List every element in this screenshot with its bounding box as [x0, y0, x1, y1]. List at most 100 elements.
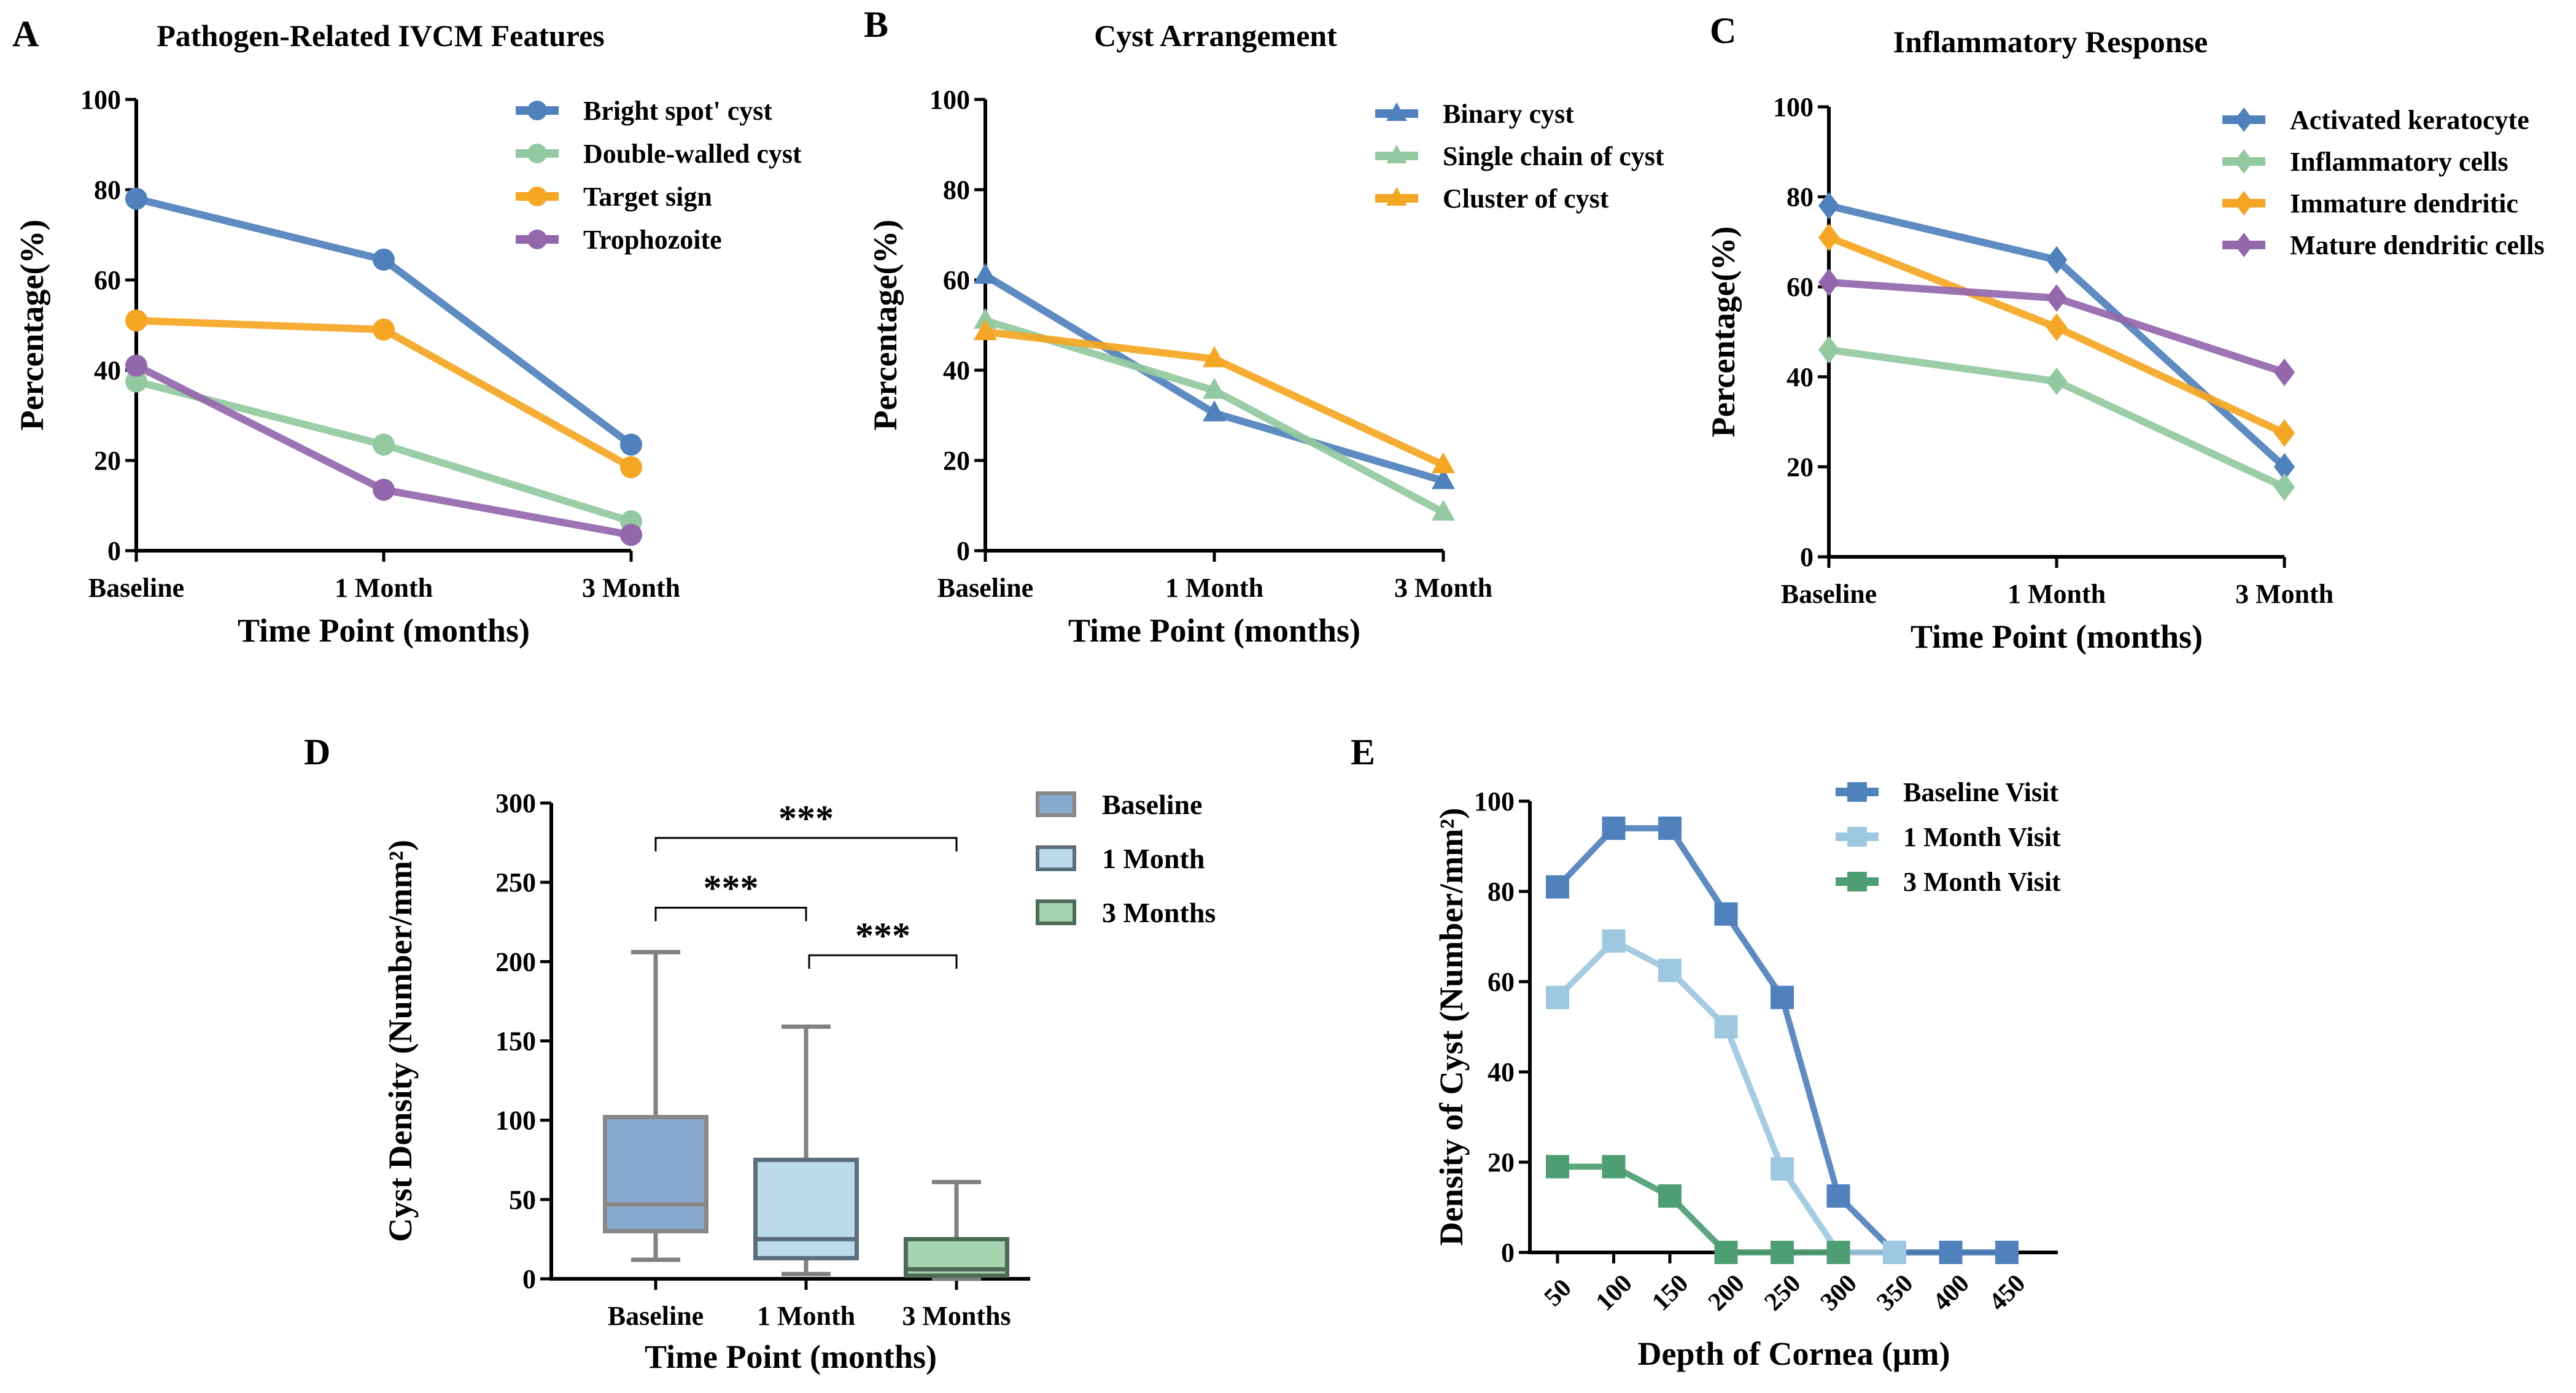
y-tick-label: 40 — [94, 355, 121, 386]
x-tick-label: Baseline — [937, 573, 1033, 603]
series-2 — [1546, 1155, 1850, 1264]
y-tick-label: 0 — [956, 536, 970, 566]
series-1 — [1818, 336, 2295, 501]
legend-marker — [1847, 782, 1867, 802]
y-tick-label: 80 — [1488, 877, 1515, 907]
data-point — [373, 248, 395, 271]
y-axis-label: Cyst Density (Number/mm²) — [382, 840, 419, 1242]
y-tick-label: 80 — [943, 175, 970, 205]
x-tick-label: 1 Month — [757, 1301, 855, 1331]
x-axis-label: Time Point (months) — [1068, 612, 1360, 649]
x-tick-label: 200 — [1703, 1269, 1750, 1316]
legend-marker — [527, 187, 547, 206]
data-point — [974, 262, 997, 284]
data-point — [1658, 817, 1682, 840]
box-iqr — [603, 1115, 708, 1233]
y-tick-label: 100 — [1773, 92, 1814, 122]
data-point — [1432, 499, 1455, 521]
x-axis-label: Time Point (months) — [645, 1338, 937, 1375]
legend-label: Baseline — [1102, 789, 1203, 820]
y-axis-label: Percentage(%) — [867, 220, 904, 431]
legend-marker — [1386, 102, 1407, 121]
series-0 — [974, 262, 1455, 489]
y-axis-label: Percentage(%) — [14, 220, 50, 431]
data-point — [1658, 1184, 1682, 1208]
legend-label: 1 Month Visit — [1903, 822, 2061, 852]
significance-label: *** — [704, 868, 759, 909]
panel-c: C Inflammatory Response 0 20 40 60 80 100 Baseli… — [1705, 10, 2545, 655]
y-tick-label: 0 — [107, 536, 121, 566]
legend-label: 3 Month Visit — [1903, 867, 2061, 897]
x-tick-label: 250 — [1759, 1269, 1806, 1316]
box-0 — [603, 950, 708, 1262]
x-tick-label: 300 — [1815, 1269, 1863, 1316]
y-tick-label: 60 — [1488, 967, 1515, 997]
legend-label: Double-walled cyst — [583, 139, 802, 169]
data-point — [620, 433, 642, 456]
data-point — [1602, 1155, 1626, 1179]
data-point — [1203, 346, 1226, 368]
y-tick-label: 20 — [943, 446, 970, 476]
legend-label: Immature dendritic — [2290, 188, 2518, 219]
significance-bracket — [808, 954, 958, 969]
y-tick-label: 60 — [1787, 272, 1814, 302]
data-point — [2046, 284, 2068, 312]
legend-marker — [2234, 149, 2254, 174]
data-point — [1203, 400, 1226, 422]
data-point — [1818, 192, 1840, 220]
y-tick-label: 80 — [94, 175, 121, 205]
x-tick-label: 450 — [1984, 1269, 2031, 1316]
y-axis-label: Percentage(%) — [1705, 227, 1742, 438]
data-point — [620, 524, 642, 546]
box-1 — [753, 1024, 859, 1276]
legend-label: Mature dendritic cells — [2290, 230, 2545, 260]
y-tick-label: 40 — [943, 355, 970, 386]
y-tick-label: 40 — [1488, 1057, 1515, 1087]
y-tick-label: 20 — [1787, 452, 1814, 482]
data-point — [1826, 1241, 1850, 1264]
data-point — [2046, 313, 2068, 341]
x-tick-label: Baseline — [88, 573, 184, 603]
x-tick-label: 50 — [1539, 1274, 1577, 1312]
x-axis-label: Time Point (months) — [238, 612, 530, 649]
y-tick-label: 0 — [522, 1264, 536, 1294]
y-tick-label: 300 — [495, 788, 536, 818]
x-tick-label: 150 — [1647, 1269, 1694, 1316]
legend-marker — [1386, 144, 1407, 163]
y-tick-label: 250 — [495, 867, 536, 898]
data-point — [1818, 336, 1840, 364]
legend-marker — [2234, 233, 2254, 257]
data-point — [1714, 1015, 1738, 1039]
panel-b: B Cyst Arrangement 0 20 40 60 80 100 Baseline 1 M… — [864, 4, 1664, 649]
data-point — [1658, 958, 1682, 982]
data-point — [373, 478, 395, 501]
data-point — [1818, 268, 1840, 297]
chart-title: Pathogen-Related IVCM Features — [157, 18, 605, 53]
x-tick-label: 1 Month — [335, 573, 433, 603]
data-point — [1771, 1157, 1794, 1181]
legend-marker — [2234, 107, 2254, 132]
series-line — [1558, 1163, 1839, 1255]
legend-label: Trophozoite — [583, 225, 722, 255]
significance-bracket — [654, 907, 807, 922]
legend-marker — [527, 101, 547, 120]
series-3 — [125, 354, 642, 546]
legend-label: Bright spot' cyst — [583, 96, 772, 126]
legend-label: Inflammatory cells — [2290, 147, 2508, 177]
data-point — [620, 456, 642, 479]
legend-marker — [2234, 191, 2254, 215]
box-2 — [904, 1179, 1009, 1281]
significance-label: *** — [855, 915, 910, 956]
y-tick-label: 200 — [495, 947, 536, 977]
legend-swatch — [1036, 791, 1076, 817]
data-point — [2273, 419, 2295, 447]
legend-label: Baseline Visit — [1903, 777, 2058, 807]
data-point — [2046, 367, 2068, 395]
x-tick-label: 1 Month — [2008, 579, 2106, 609]
y-tick-label: 100 — [929, 85, 970, 115]
panel-d: D 0 50 100 150 200 250 300 Baseline 1 Month 3 Mont… — [304, 732, 1216, 1375]
data-point — [1818, 223, 1840, 252]
legend-marker — [1386, 187, 1407, 206]
